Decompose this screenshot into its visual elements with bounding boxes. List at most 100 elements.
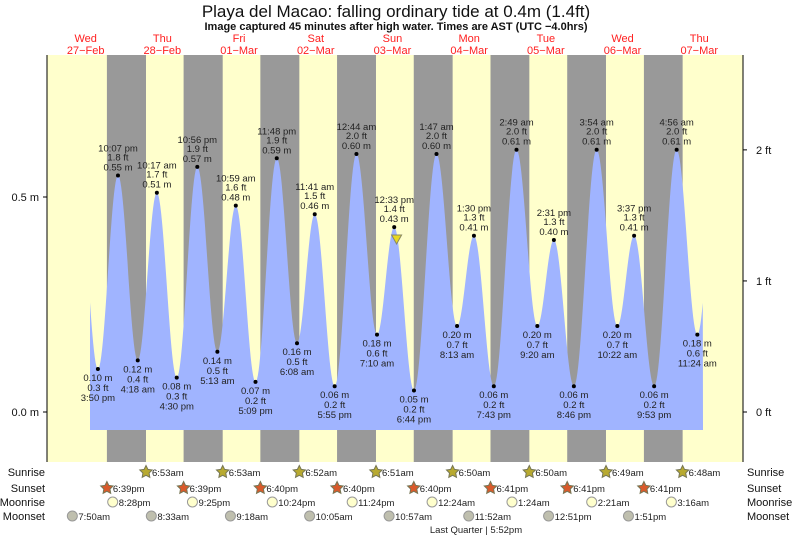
low-tide-m: 0.06 m	[640, 390, 669, 401]
moonrise-icon	[426, 496, 438, 508]
axes: 0.5 m 0.0 m 2 ft 1 ft 0 ft	[11, 55, 771, 462]
low-tide-time: 6:44 pm	[397, 415, 431, 426]
low-tide-time: 11:24 am	[678, 359, 717, 370]
low-tide-m: 0.18 m	[683, 339, 712, 350]
high-tide-ft: 1.5 ft	[304, 191, 325, 202]
day-name: Tue	[537, 33, 556, 45]
high-tide-point	[471, 233, 476, 238]
water-area	[90, 149, 703, 430]
moonrise-icon	[107, 496, 119, 508]
left-tick-label: 0.0 m	[11, 407, 39, 419]
day-date: 05−Mar	[527, 45, 565, 57]
low-tide-m: 0.16 m	[282, 347, 311, 358]
day-labels: Wed27−FebThu28−FebFri01−MarSat02−MarSun0…	[67, 33, 719, 57]
sunrise-time: 6:50am	[535, 468, 567, 479]
high-tide-ft: 1.8 ft	[107, 153, 128, 164]
low-tide-m: 0.10 m	[83, 373, 112, 384]
sunset-icon	[176, 480, 191, 495]
high-tide-time: 4:56 am	[660, 118, 694, 129]
low-tide-time: 7:10 am	[360, 359, 394, 370]
right-tick-label: 1 ft	[756, 276, 771, 288]
low-tide-m: 0.08 m	[162, 382, 191, 393]
high-tide-m: 0.60 m	[422, 141, 451, 152]
high-tide-time: 10:17 am	[137, 161, 177, 172]
high-tide-time: 12:33 pm	[374, 195, 414, 206]
sunrise-icon	[138, 464, 154, 479]
high-tide-point	[514, 147, 519, 152]
high-tide-point	[274, 156, 279, 161]
high-tide-point	[551, 238, 556, 242]
low-tide-point	[571, 384, 576, 389]
low-tide-time: 5:13 am	[200, 376, 234, 387]
low-tide-ft: 0.2 ft	[245, 396, 266, 407]
low-tide-point	[135, 358, 140, 363]
sunset-time: 6:41pm	[650, 484, 682, 495]
high-tide-m: 0.40 m	[539, 227, 568, 238]
moonrise-row-label: Moonrise	[0, 497, 45, 509]
right-tick-label: 2 ft	[756, 145, 771, 157]
moonset-icon	[66, 510, 78, 522]
high-tide-time: 2:31 pm	[537, 208, 571, 219]
high-tide-time: 1:30 pm	[457, 204, 491, 215]
high-tide-ft: 2.0 ft	[586, 127, 607, 138]
day-date: 06−Mar	[604, 45, 642, 57]
moonrise-icon	[506, 496, 518, 508]
low-tide-time: 3:50 pm	[81, 393, 115, 404]
low-tide-m: 0.20 m	[443, 330, 472, 341]
low-tide-time: 9:53 pm	[637, 410, 671, 421]
moonset-row-label-right: Moonset	[747, 511, 789, 523]
high-tide-time: 11:41 am	[295, 182, 334, 193]
moonrise-time: 2:21am	[598, 498, 630, 509]
moonrise-time: 9:25pm	[198, 498, 230, 509]
high-tide-ft: 1.6 ft	[225, 183, 246, 194]
high-tide-point	[312, 212, 317, 217]
sunrise-time: 6:51am	[382, 468, 414, 479]
low-tide-point	[295, 341, 300, 346]
low-tide-point	[615, 324, 620, 328]
low-tide-m: 0.14 m	[203, 356, 232, 367]
high-tide-m: 0.61 m	[662, 137, 691, 148]
sunset-time: 6:41pm	[573, 484, 605, 495]
moonset-time: 10:05am	[316, 512, 353, 523]
low-tide-time: 8:13 am	[440, 350, 474, 361]
moonrise-time: 8:28pm	[119, 498, 151, 509]
day-name: Fri	[233, 33, 246, 45]
low-tide-ft: 0.2 ft	[324, 400, 345, 411]
moon-phase: Last Quarter | 5:52pm	[430, 525, 522, 536]
sunset-row-label: Sunset	[11, 483, 45, 495]
sunrise-time: 6:48am	[689, 468, 721, 479]
moonset-row-label: Moonset	[3, 511, 45, 523]
high-tide-time: 3:54 am	[579, 118, 613, 129]
high-tide-point	[434, 152, 439, 156]
low-tide-ft: 0.2 ft	[403, 405, 424, 416]
moonrise-row-label-right: Moonrise	[747, 497, 792, 509]
high-tide-ft: 1.9 ft	[266, 135, 287, 146]
left-tick-label: 0.5 m	[11, 192, 39, 204]
sunset-icon	[99, 480, 115, 495]
low-tide-point	[95, 367, 100, 371]
high-tide-point	[233, 203, 238, 208]
sunset-time: 6:40pm	[420, 484, 452, 495]
low-tide-m: 0.12 m	[123, 364, 152, 375]
day-date: 27−Feb	[67, 45, 105, 57]
low-tide-ft: 0.2 ft	[563, 400, 584, 411]
day-name: Sun	[383, 33, 403, 45]
low-tide-ft: 0.3 ft	[166, 392, 187, 403]
sunrise-time: 6:49am	[612, 468, 644, 479]
moonset-icon	[383, 510, 395, 522]
sunset-time: 6:40pm	[343, 484, 375, 495]
low-tide-ft: 0.7 ft	[527, 340, 548, 351]
day-date: 28−Feb	[144, 45, 182, 57]
high-tide-ft: 1.3 ft	[624, 213, 645, 224]
low-tide-time: 8:46 pm	[557, 410, 591, 421]
moonrise-icon	[665, 496, 677, 508]
low-tide-m: 0.05 m	[399, 395, 428, 406]
low-tide-m: 0.18 m	[362, 339, 391, 350]
low-tide-ft: 0.5 ft	[207, 366, 228, 377]
sunrise-icon	[368, 464, 384, 479]
day-name: Thu	[690, 33, 709, 45]
right-tick-label: 0 ft	[756, 407, 771, 419]
moonset-icon	[463, 510, 475, 522]
